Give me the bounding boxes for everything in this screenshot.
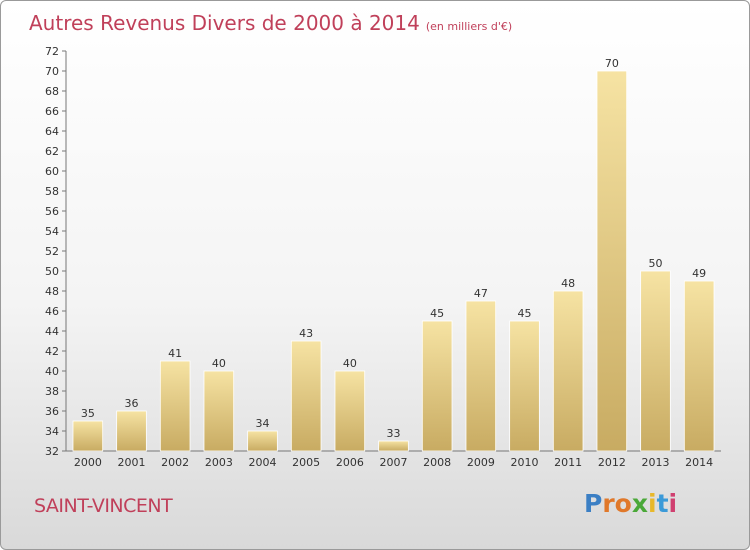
bar-value-label: 45 — [518, 307, 532, 320]
y-tick-label: 50 — [45, 265, 59, 278]
y-tick-label: 46 — [45, 305, 59, 318]
x-tick-label: 2009 — [467, 456, 495, 469]
bar-value-label: 43 — [299, 327, 313, 340]
y-tick-label: 56 — [45, 205, 59, 218]
x-tick-label: 2004 — [249, 456, 277, 469]
y-tick-label: 60 — [45, 165, 59, 178]
y-tick-label: 42 — [45, 345, 59, 358]
chart-title-text: Autres Revenus Divers de 2000 à 2014 — [29, 11, 420, 35]
bar-value-label: 41 — [168, 347, 182, 360]
x-tick-label: 2014 — [685, 456, 713, 469]
logo-letter: P — [584, 489, 603, 518]
bar-value-label: 48 — [561, 277, 575, 290]
x-tick-label: 2011 — [554, 456, 582, 469]
bar — [203, 370, 235, 452]
bar — [640, 270, 671, 452]
bar-value-label: 36 — [125, 397, 139, 410]
bar — [159, 360, 191, 452]
bar — [247, 430, 278, 452]
y-tick-label: 52 — [45, 245, 59, 258]
y-tick-label: 62 — [45, 145, 59, 158]
y-tick-label: 38 — [45, 385, 59, 398]
y-tick-label: 32 — [45, 445, 59, 458]
bar-value-label: 49 — [692, 267, 706, 280]
bar-value-label: 40 — [212, 357, 226, 370]
bar — [683, 280, 715, 452]
bar — [334, 370, 366, 452]
bar-value-label: 47 — [474, 287, 488, 300]
place-name: SAINT-VINCENT — [34, 495, 173, 517]
bar-value-label: 45 — [430, 307, 444, 320]
logo-letter: t — [656, 489, 669, 518]
x-tick-label: 2000 — [74, 456, 102, 469]
x-tick-label: 2001 — [118, 456, 146, 469]
bar — [509, 320, 540, 452]
bar — [465, 300, 497, 452]
x-tick-label: 2002 — [161, 456, 189, 469]
x-tick-label: 2010 — [511, 456, 539, 469]
bar — [552, 290, 584, 452]
bar — [421, 320, 453, 452]
x-tick-label: 2003 — [205, 456, 233, 469]
logo-letter: r — [602, 489, 615, 518]
x-tick-label: 2005 — [292, 456, 320, 469]
bar — [116, 410, 147, 452]
y-tick-label: 48 — [45, 285, 59, 298]
x-tick-label: 2006 — [336, 456, 364, 469]
bar-value-label: 33 — [387, 427, 401, 440]
y-tick-label: 70 — [45, 65, 59, 78]
y-tick-label: 58 — [45, 185, 59, 198]
logo-letter: i — [648, 489, 657, 518]
bar-value-label: 34 — [256, 417, 270, 430]
bar-value-label: 70 — [605, 57, 619, 70]
logo-letter: i — [668, 489, 678, 518]
chart-title-unit: (en milliers d'€) — [425, 20, 513, 33]
bar — [596, 70, 628, 452]
logo-letter: x — [631, 489, 648, 518]
x-tick-label: 2008 — [423, 456, 451, 469]
bar-value-label: 35 — [81, 407, 95, 420]
x-tick-label: 2007 — [380, 456, 408, 469]
y-tick-label: 68 — [45, 85, 59, 98]
y-tick-label: 36 — [45, 405, 59, 418]
chart-title: Autres Revenus Divers de 2000 à 2014 (en … — [29, 11, 512, 35]
bar — [290, 340, 322, 452]
y-tick-label: 64 — [45, 125, 59, 138]
y-tick-label: 54 — [45, 225, 59, 238]
y-tick-label: 66 — [45, 105, 59, 118]
proxiti-logo: Proxiti — [584, 489, 677, 518]
y-tick-label: 72 — [45, 45, 59, 58]
bar — [378, 440, 409, 452]
y-tick-label: 40 — [45, 365, 59, 378]
bar-value-label: 50 — [649, 257, 663, 270]
bar-value-label: 40 — [343, 357, 357, 370]
y-tick-label: 44 — [45, 325, 59, 338]
logo-letter: o — [614, 489, 632, 518]
y-tick-label: 34 — [45, 425, 59, 438]
bar — [72, 420, 104, 452]
x-tick-label: 2013 — [642, 456, 670, 469]
x-tick-label: 2012 — [598, 456, 626, 469]
